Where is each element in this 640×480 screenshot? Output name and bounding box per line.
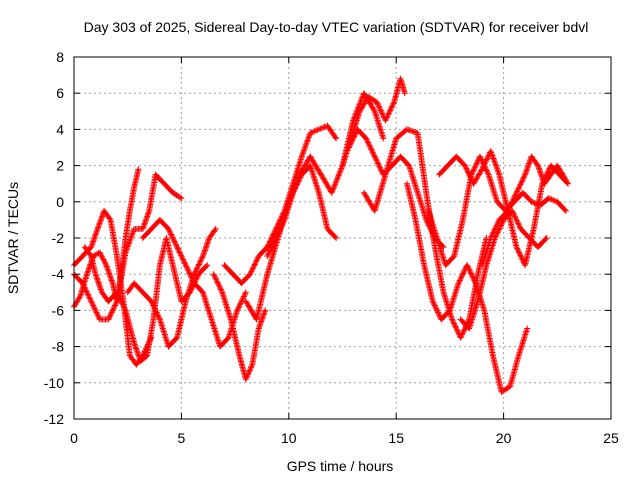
x-tick-label: 5	[178, 430, 186, 446]
y-tick-label: -6	[52, 302, 65, 318]
series-arc-4	[81, 235, 211, 365]
x-tick-label: 10	[281, 430, 297, 446]
series-markers	[139, 216, 249, 350]
series-arc-10	[264, 162, 340, 260]
series-arc-16	[436, 148, 571, 269]
series-markers	[361, 126, 490, 341]
series-markers	[479, 153, 569, 269]
series-arc-5	[124, 225, 219, 350]
axis-ticks: -12 -10 -8 -6 -4 -2 0 2 4 6 8 0 5 10 15 20 25	[44, 49, 619, 446]
y-tick-label: 2	[56, 158, 64, 174]
x-axis-label: GPS time / hours	[287, 458, 394, 474]
series-arc-9	[242, 90, 387, 323]
series-arc-13	[361, 126, 490, 341]
series-markers	[436, 148, 571, 269]
series-markers	[457, 207, 550, 332]
x-tick-label: 0	[70, 430, 78, 446]
series-markers	[264, 162, 340, 260]
series-arc-18	[479, 153, 569, 269]
x-tick-label: 25	[603, 430, 619, 446]
y-tick-label: 6	[56, 85, 64, 101]
data-series	[71, 75, 571, 395]
y-tick-label: -2	[52, 230, 65, 246]
x-tick-label: 15	[388, 430, 404, 446]
y-tick-label: -8	[52, 339, 65, 355]
x-tick-label: 20	[496, 430, 512, 446]
series-markers	[339, 75, 408, 169]
series-markers	[81, 235, 211, 365]
series-markers	[403, 180, 531, 395]
y-tick-label: 8	[56, 49, 64, 65]
chart-title: Day 303 of 2025, Sidereal Day-to-day VTE…	[84, 19, 589, 35]
grid-lines	[74, 57, 611, 419]
series-arc-17	[457, 207, 550, 332]
y-tick-label: 4	[56, 121, 64, 137]
series-markers	[124, 225, 219, 350]
y-axis-label: SDTVAR / TECUs	[5, 182, 21, 294]
y-tick-label: -12	[44, 411, 64, 427]
series-markers	[210, 271, 269, 383]
series-markers	[242, 90, 387, 323]
series-arc-6	[139, 216, 249, 350]
y-tick-label: -10	[44, 375, 64, 391]
series-arc-14	[403, 180, 531, 395]
y-tick-label: -4	[52, 266, 65, 282]
y-tick-label: 0	[56, 194, 64, 210]
series-arc-7	[210, 271, 269, 383]
series-arc-11	[339, 75, 408, 169]
